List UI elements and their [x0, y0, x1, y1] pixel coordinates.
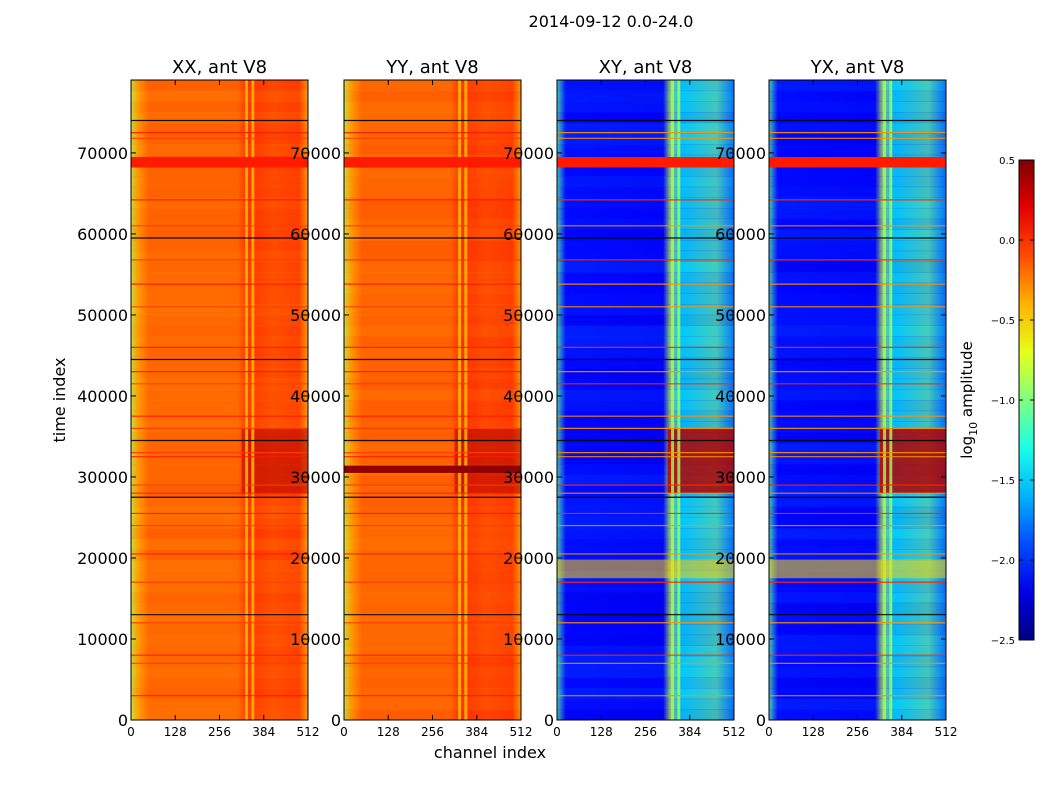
- y-tick-label: 50000: [715, 306, 766, 325]
- y-tick-label: 70000: [503, 144, 554, 163]
- x-tick-label: 256: [846, 725, 869, 739]
- y-tick-label: 40000: [77, 387, 128, 406]
- y-tick-label: 0: [756, 711, 766, 730]
- panel-0: XX, ant V8 0 10000 20000 30000 40000 50000 6000…: [77, 57, 319, 739]
- y-tick-label: 0: [331, 711, 341, 730]
- y-tick-label: 30000: [715, 468, 766, 487]
- y-tick-label: 20000: [77, 549, 128, 568]
- colorbar: 0.5 0.0 −0.5 −1.0 −1.5 −2.0 −2.5 log10 amplitud…: [958, 156, 1035, 647]
- x-tick-label: 384: [252, 725, 275, 739]
- y-tick-label: 50000: [77, 306, 128, 325]
- colorbar-tick-label: −2.5: [991, 636, 1015, 647]
- heatmap-2: [557, 80, 734, 720]
- colorbar-tick-label: −1.5: [991, 476, 1015, 487]
- y-tick-label: 40000: [503, 387, 554, 406]
- panel-title-0: XX, ant V8: [172, 57, 267, 78]
- x-tick-label: 128: [802, 725, 825, 739]
- colorbar-tick-label: −2.0: [991, 556, 1015, 567]
- y-tick-label: 10000: [77, 630, 128, 649]
- y-tick-label: 50000: [503, 306, 554, 325]
- panel-title-3: YX, ant V8: [810, 57, 905, 78]
- y-tick-label: 10000: [503, 630, 554, 649]
- colorbar-tick-label: −0.5: [991, 316, 1015, 327]
- x-tick-label: 0: [340, 725, 348, 739]
- panel-title-2: XY, ant V8: [599, 57, 693, 78]
- x-tick-label: 512: [297, 725, 320, 739]
- y-tick-label: 60000: [715, 225, 766, 244]
- x-tick-label: 128: [590, 725, 613, 739]
- colorbar-tick-label: 0.5: [999, 156, 1015, 167]
- colorbar-label: log10 amplitude: [958, 341, 980, 458]
- y-tick-label: 30000: [503, 468, 554, 487]
- y-tick-label: 20000: [503, 549, 554, 568]
- x-tick-label: 384: [465, 725, 488, 739]
- x-tick-label: 0: [765, 725, 773, 739]
- colorbar-tick-label: −1.0: [991, 396, 1015, 407]
- colorbar-tick-label: 0.0: [999, 236, 1015, 247]
- x-tick-label: 128: [377, 725, 400, 739]
- figure-suptitle: 2014-09-12 0.0-24.0: [529, 12, 694, 31]
- x-tick-label: 512: [510, 725, 533, 739]
- y-tick-label: 0: [118, 711, 128, 730]
- x-tick-label: 0: [127, 725, 135, 739]
- heatmap-0: [131, 80, 308, 720]
- y-tick-label: 70000: [715, 144, 766, 163]
- y-tick-label: 20000: [290, 549, 341, 568]
- y-tick-label: 60000: [290, 225, 341, 244]
- x-axis-label: channel index: [434, 743, 546, 762]
- y-tick-label: 0: [544, 711, 554, 730]
- y-tick-label: 10000: [290, 630, 341, 649]
- x-tick-label: 0: [553, 725, 561, 739]
- y-tick-label: 70000: [290, 144, 341, 163]
- y-tick-label: 10000: [715, 630, 766, 649]
- panel-2: XY, ant V8 0 10000 20000 30000 40000 50000 6000…: [503, 57, 745, 739]
- panel-1: YY, ant V8 0 10000 20000 30000 40000 50000 6000…: [290, 57, 532, 739]
- heatmap-3: [769, 80, 946, 720]
- y-tick-label: 60000: [503, 225, 554, 244]
- x-tick-label: 256: [421, 725, 444, 739]
- x-tick-label: 384: [890, 725, 913, 739]
- x-tick-label: 384: [678, 725, 701, 739]
- x-tick-label: 512: [723, 725, 746, 739]
- y-tick-label: 60000: [77, 225, 128, 244]
- y-tick-label: 20000: [715, 549, 766, 568]
- panel-title-1: YY, ant V8: [385, 57, 478, 78]
- y-axis-label: time index: [50, 357, 69, 442]
- x-tick-label: 128: [164, 725, 187, 739]
- x-tick-label: 256: [634, 725, 657, 739]
- y-tick-label: 70000: [77, 144, 128, 163]
- y-tick-label: 30000: [77, 468, 128, 487]
- heatmap-1: [344, 80, 521, 720]
- y-tick-label: 40000: [715, 387, 766, 406]
- y-tick-label: 40000: [290, 387, 341, 406]
- y-tick-label: 30000: [290, 468, 341, 487]
- panel-3: YX, ant V8 0 10000 20000 30000 40000 50000 6000…: [715, 57, 957, 739]
- x-tick-label: 256: [208, 725, 231, 739]
- x-tick-label: 512: [935, 725, 958, 739]
- y-tick-label: 50000: [290, 306, 341, 325]
- panels: XX, ant V8 0 10000 20000 30000 40000 50000 6000…: [77, 57, 957, 739]
